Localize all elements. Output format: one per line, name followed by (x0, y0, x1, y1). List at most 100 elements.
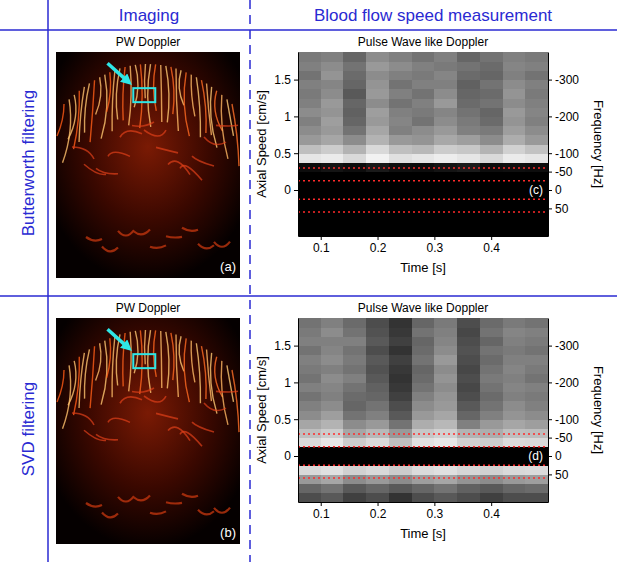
heatmap-cell (389, 70, 412, 80)
heatmap-cell (321, 80, 344, 90)
heatmap-cell (525, 107, 548, 117)
heatmap-cell (321, 116, 344, 126)
heatmap-cell (503, 401, 526, 411)
tick-mark (548, 419, 552, 420)
heatmap-cell (503, 116, 526, 126)
heatmap-cell (298, 484, 321, 494)
vessel (204, 137, 226, 145)
heatmap-cell (298, 70, 321, 80)
heatmap-cell (298, 401, 321, 411)
heatmap-cell (457, 190, 480, 200)
heatmap-cell (525, 98, 548, 108)
vessel (57, 104, 64, 136)
tick-label: 0.4 (483, 241, 500, 255)
heatmap-cell (525, 474, 548, 484)
vessel (168, 161, 190, 174)
x-axis-title: Time [s] (400, 526, 446, 541)
vessel (198, 510, 214, 515)
heatmap-cell (457, 199, 480, 209)
tick-mark (548, 116, 552, 117)
heatmap-cell (366, 89, 389, 99)
heatmap-cell (412, 456, 435, 466)
heatmap-cell (434, 474, 457, 484)
heatmap-cell (366, 126, 389, 136)
heatmap-cell (366, 346, 389, 356)
heatmap-cell (480, 181, 503, 191)
vessel (180, 432, 202, 447)
heatmap-cell (321, 126, 344, 136)
vessel (221, 95, 228, 159)
heatmap-cell (434, 208, 457, 218)
heatmap-cell (503, 107, 526, 117)
tick: 0.3 (427, 236, 444, 255)
heatmap-cell (366, 355, 389, 365)
panel-title: PW Doppler (116, 301, 181, 315)
heatmap-cell (457, 70, 480, 80)
tick-label: 50 (555, 202, 569, 216)
heatmap-cell (298, 474, 321, 484)
heatmap-cell (389, 318, 412, 328)
heatmap-cell (298, 61, 321, 71)
heatmap-cell (321, 447, 344, 457)
heatmap-cell (457, 135, 480, 145)
vessel (101, 75, 107, 139)
heatmap-cell (503, 98, 526, 108)
tick-label: 0.3 (427, 507, 444, 521)
heatmap-cell (480, 382, 503, 392)
axis-line (299, 502, 549, 503)
heatmap-cell (298, 456, 321, 466)
heatmap-cell (366, 447, 389, 457)
heatmap-cell (389, 456, 412, 466)
heatmap-cell (503, 456, 526, 466)
heatmap-cell (525, 355, 548, 365)
heatmap-cell (321, 382, 344, 392)
heatmap-cell (343, 456, 366, 466)
vessel (192, 422, 214, 432)
heatmap-cell (525, 199, 548, 209)
heatmap-cell (525, 227, 548, 236)
tick: 0.4 (483, 502, 500, 521)
tick-mark (294, 80, 298, 81)
heatmap-cell (298, 327, 321, 337)
heatmap-cell (434, 116, 457, 126)
heatmap-cell (412, 382, 435, 392)
heatmap-cell (343, 364, 366, 374)
vessel (166, 236, 182, 237)
heatmap-cell (389, 419, 412, 429)
heatmap-cell (480, 447, 503, 457)
heatmap-cell (457, 98, 480, 108)
heatmap-cell (434, 484, 457, 494)
heatmap-cell (389, 373, 412, 383)
heatmap-cell (321, 346, 344, 356)
heatmap-cell (434, 438, 457, 448)
heatmap-cell (480, 465, 503, 475)
heatmap-cell (366, 144, 389, 154)
heatmap-cell (298, 346, 321, 356)
heatmap-cell (480, 218, 503, 228)
heatmap-cell (480, 373, 503, 383)
heatmap-cell (434, 382, 457, 392)
vessel (171, 67, 174, 114)
heatmap-cell (298, 89, 321, 99)
heatmap-cell (434, 144, 457, 154)
heatmap-cell (525, 336, 548, 346)
heatmap-cell (434, 419, 457, 429)
column-rule (47, 0, 49, 562)
axis: 00.511.5 (274, 319, 298, 503)
heatmap-cell (343, 190, 366, 200)
vessel (140, 64, 142, 128)
tick-label: 0 (555, 183, 562, 197)
heatmap-cell (434, 355, 457, 365)
tick-mark (548, 438, 552, 439)
heatmap-cell (366, 181, 389, 191)
heatmap-cell (434, 70, 457, 80)
vessel (166, 66, 169, 123)
tick: -50 (548, 431, 573, 445)
heatmap-cell (366, 116, 389, 126)
tick-mark (548, 208, 552, 209)
heatmap-cell (480, 116, 503, 126)
threshold-line (298, 198, 548, 200)
heatmap-cell (480, 493, 503, 502)
vessel (79, 353, 84, 408)
heatmap-cell (503, 373, 526, 383)
